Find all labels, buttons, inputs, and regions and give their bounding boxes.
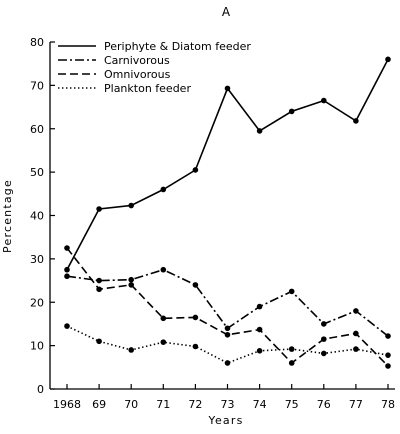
y-tick-label: 40 (30, 210, 44, 223)
data-point (96, 206, 102, 212)
data-point (256, 326, 263, 333)
data-point (224, 325, 231, 332)
data-point (160, 186, 167, 193)
data-point (321, 350, 327, 357)
legend: Periphyte & Diatom feederCarnivorousOmni… (58, 40, 251, 95)
data-point (128, 276, 134, 283)
x-tick-label: 74 (253, 398, 267, 411)
data-point (192, 167, 199, 173)
x-axis-ticks: 1968 69 70 71 72 73 74 75 76 77 78 (53, 384, 395, 411)
legend-label: Periphyte & Diatom feeder (104, 40, 251, 53)
data-point (256, 348, 263, 354)
data-point (256, 303, 263, 310)
series-layer (64, 56, 391, 369)
data-point (160, 315, 167, 322)
x-tick-label: 73 (221, 398, 235, 411)
data-point (192, 343, 199, 350)
data-point (321, 97, 327, 104)
x-tick-label: 1968 (53, 398, 81, 411)
data-point (224, 331, 231, 338)
y-axis-ticks: 0 10 20 30 40 50 60 70 80 (30, 36, 55, 396)
y-tick-label: 50 (30, 166, 44, 179)
x-tick-label: 78 (381, 398, 395, 411)
data-point (64, 266, 70, 273)
data-point (288, 360, 295, 366)
data-point (321, 336, 327, 342)
panel-label: A (222, 5, 231, 19)
data-point (353, 308, 359, 314)
y-tick-label: 30 (30, 253, 44, 266)
data-point (64, 323, 70, 329)
series-line (66, 325, 389, 364)
y-tick-label: 0 (37, 383, 44, 396)
data-point (385, 333, 391, 339)
data-point (160, 266, 167, 273)
data-point (64, 273, 70, 280)
data-point (288, 288, 295, 295)
y-tick-label: 80 (30, 36, 44, 49)
legend-label: Omnivorous (104, 68, 171, 81)
x-tick-label: 69 (92, 398, 106, 411)
legend-label: Carnivorous (104, 54, 170, 67)
data-point (96, 286, 102, 293)
data-point (353, 330, 359, 337)
y-tick-label: 20 (30, 296, 44, 309)
data-point (288, 346, 295, 352)
x-tick-label: 75 (285, 398, 299, 411)
data-point (192, 282, 199, 288)
data-point (256, 128, 263, 134)
data-point (128, 202, 134, 209)
data-point (288, 108, 295, 115)
y-axis-title: Percentage (1, 179, 14, 253)
x-tick-label: 76 (317, 398, 331, 411)
x-tick-label: 71 (156, 398, 170, 411)
y-tick-label: 60 (30, 123, 44, 136)
data-point (96, 338, 102, 345)
data-point (128, 282, 134, 288)
data-point (385, 56, 391, 63)
data-point (192, 314, 199, 321)
data-point (224, 85, 231, 92)
data-point (128, 347, 134, 353)
series-line (66, 247, 389, 367)
data-point (385, 363, 391, 369)
data-point (160, 339, 167, 345)
x-tick-label: 72 (188, 398, 202, 411)
x-tick-label: 70 (124, 398, 138, 411)
x-axis-title: Years (207, 414, 243, 427)
data-point (321, 321, 327, 327)
data-point (353, 118, 359, 124)
data-point (64, 245, 70, 251)
x-tick-label: 77 (349, 398, 363, 411)
data-point (385, 352, 391, 358)
y-tick-label: 10 (30, 340, 44, 353)
data-point (353, 346, 359, 352)
data-point (96, 277, 102, 284)
data-point (224, 360, 231, 366)
y-tick-label: 70 (30, 79, 44, 92)
legend-label: Plankton feeder (104, 82, 191, 95)
